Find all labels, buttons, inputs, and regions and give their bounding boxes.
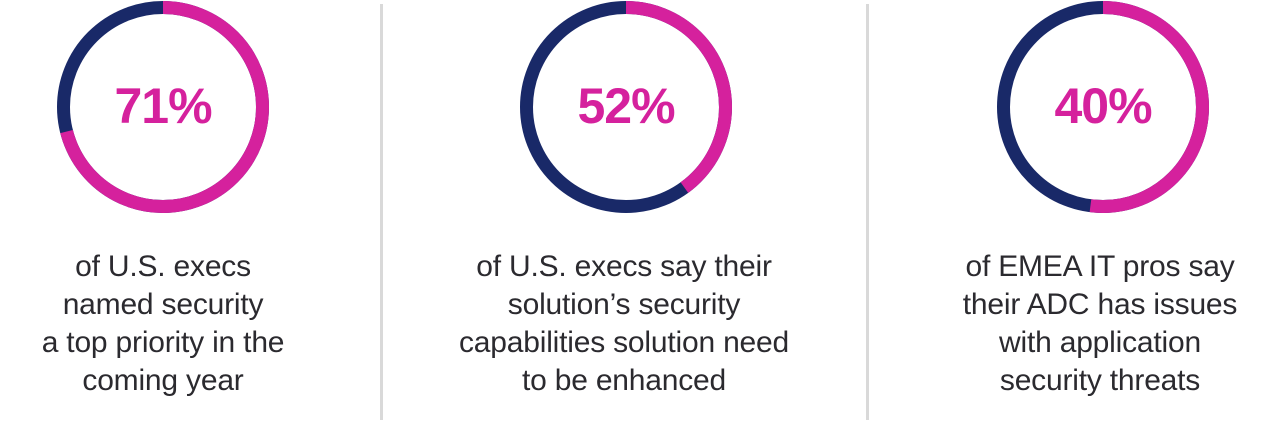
donut-ring-1	[57, 1, 269, 213]
stat-caption-1: of U.S. execs named security a top prior…	[41, 250, 285, 397]
vertical-divider-1	[380, 4, 383, 420]
stat-caption-3: of EMEA IT pros say their ADC has issues…	[962, 250, 1238, 397]
donut-value-arc	[520, 1, 732, 213]
stat-percent-label-3: 40%	[1054, 78, 1152, 134]
donut-value-arc	[997, 1, 1209, 213]
donut-chart-1: 71%	[57, 1, 269, 213]
vertical-divider-2	[866, 4, 869, 420]
stat-caption-2: of U.S. execs say their solution’s secur…	[458, 250, 790, 397]
donut-chart-2: 52%	[520, 1, 732, 213]
stat-percent-label-1: 71%	[114, 78, 212, 134]
donut-ring-3	[997, 1, 1209, 213]
donut-value-arc	[57, 1, 269, 213]
stat-percent-label-2: 52%	[577, 78, 675, 134]
donut-chart-3: 40%	[997, 1, 1209, 213]
donut-ring-2	[520, 1, 732, 213]
